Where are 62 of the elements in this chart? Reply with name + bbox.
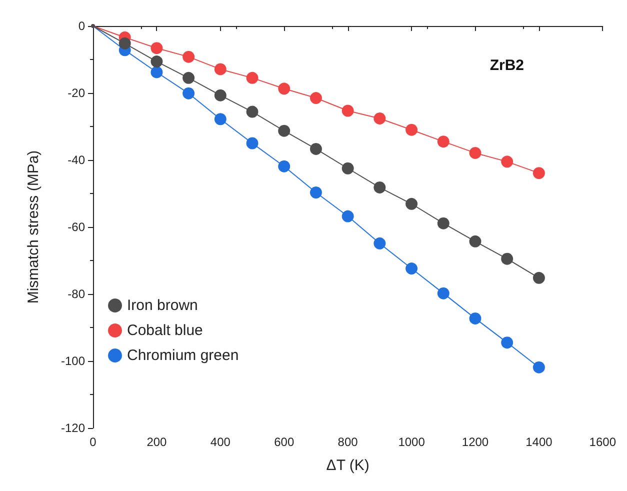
point xyxy=(532,272,545,284)
point xyxy=(182,72,195,84)
point xyxy=(310,142,322,155)
point xyxy=(150,66,163,78)
y-tick-label: -120 xyxy=(60,421,86,435)
point xyxy=(374,112,386,124)
point xyxy=(532,361,545,374)
x-tick-label: 800 xyxy=(338,435,358,449)
point xyxy=(437,217,450,230)
point xyxy=(342,210,354,222)
point xyxy=(406,198,418,210)
point xyxy=(214,63,226,76)
legend-label: Chromium green xyxy=(127,347,239,364)
point xyxy=(406,262,418,275)
point xyxy=(246,106,258,118)
point xyxy=(501,156,514,168)
point xyxy=(118,37,131,50)
point xyxy=(501,336,514,349)
point xyxy=(150,56,163,68)
point xyxy=(278,82,290,95)
y-tick-label: -40 xyxy=(68,153,86,167)
y-tick-label: -60 xyxy=(68,220,86,234)
x-tick-label: 0 xyxy=(90,435,97,449)
legend-label: Cobalt blue xyxy=(127,322,203,339)
x-tick-label: 600 xyxy=(274,435,294,449)
point xyxy=(150,42,163,54)
point xyxy=(437,287,450,300)
point xyxy=(374,181,386,194)
annotation: ZrB2 xyxy=(490,57,524,74)
point xyxy=(310,92,322,104)
x-tick-label: 1200 xyxy=(462,435,489,449)
point xyxy=(182,87,195,100)
x-tick-label: 1600 xyxy=(589,435,616,449)
point xyxy=(310,186,322,198)
point xyxy=(469,235,482,248)
point xyxy=(214,89,226,102)
y-axis-title: Mismatch stress (MPa) xyxy=(25,150,42,304)
point xyxy=(246,137,258,150)
point xyxy=(501,252,514,265)
point xyxy=(278,124,290,137)
point xyxy=(342,162,354,174)
y-tick-label: 0 xyxy=(78,19,86,33)
y-tick-label: -20 xyxy=(68,86,86,100)
point xyxy=(469,146,482,159)
x-axis-title: ΔT (K) xyxy=(326,457,370,474)
point xyxy=(246,72,258,84)
y-tick-label: -100 xyxy=(60,354,86,368)
legend-label: Iron brown xyxy=(127,297,198,314)
point xyxy=(469,312,482,324)
point xyxy=(406,124,418,136)
point xyxy=(278,160,290,172)
point xyxy=(437,136,450,148)
point xyxy=(182,50,195,63)
point xyxy=(342,104,354,117)
x-tick-label: 400 xyxy=(210,435,231,449)
point xyxy=(374,237,386,250)
point xyxy=(532,167,545,180)
point xyxy=(214,113,226,126)
x-tick-label: 1000 xyxy=(398,435,426,449)
x-tick-label: 1400 xyxy=(526,435,553,449)
x-tick-label: 200 xyxy=(146,435,168,449)
y-tick-label: -80 xyxy=(68,287,86,301)
